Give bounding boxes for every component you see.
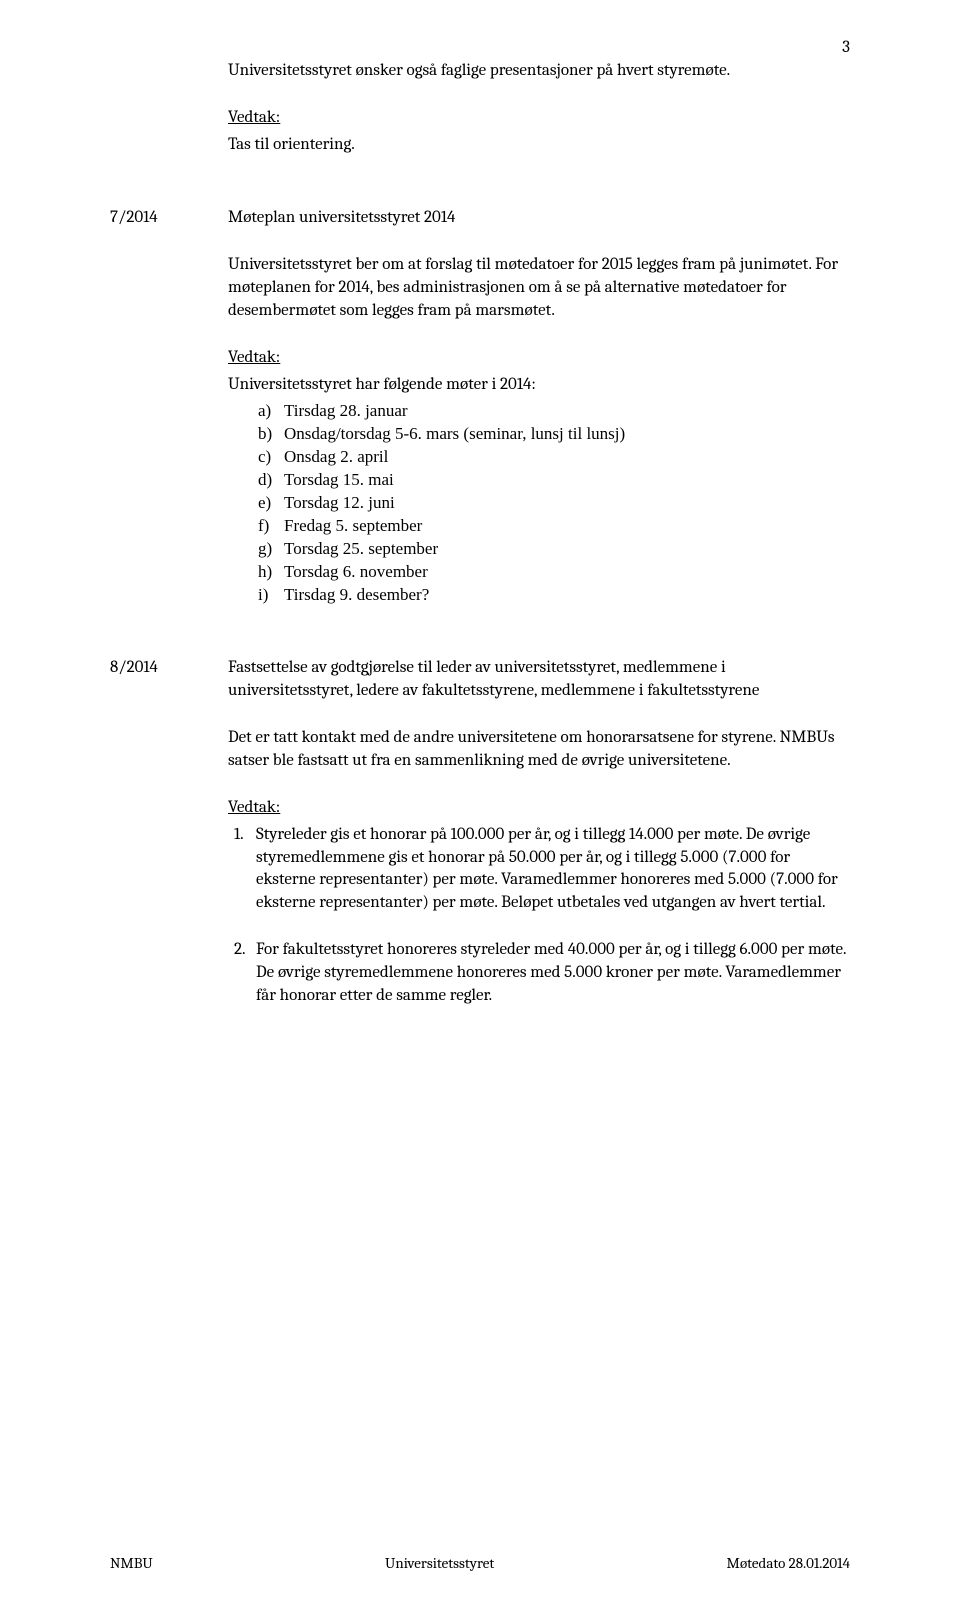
list-text: Tirsdag 9. desember? [284,585,429,604]
list-text: For fakultetsstyret honoreres styreleder… [256,940,846,1005]
page-footer: NMBU Universitetsstyret Møtedato 28.01.2… [110,1554,850,1572]
list-marker: g) [258,538,272,561]
list-marker: d) [258,469,272,492]
list-item: c) Onsdag 2. april [258,446,850,469]
section-title: Fastsettelse av godtgjørelse til leder a… [228,657,850,703]
list-item: a) Tirsdag 28. januar [258,400,850,423]
vedtak-intro: Universitetsstyret har følgende møter i … [228,374,850,397]
list-text: Onsdag 2. april [284,447,388,466]
list-item: f) Fredag 5. september [258,515,850,538]
alpha-list: a) Tirsdag 28. januar b) Onsdag/torsdag 5-… [258,400,850,606]
footer-right: Møtedato 28.01.2014 [727,1554,850,1572]
list-text: Onsdag/torsdag 5-6. mars (seminar, lunsj… [284,424,625,443]
list-item: b) Onsdag/torsdag 5-6. mars (seminar, lun… [258,423,850,446]
section-ref: 8/2014 [110,657,228,1032]
section-block: 7/2014 Møteplan universitetsstyret 2014 … [110,207,850,631]
footer-left: NMBU [110,1554,153,1572]
list-item: h) Torsdag 6. november [258,561,850,584]
document-page: 3 Universitetsstyret ønsker også faglige… [0,0,960,1622]
section-body: Universitetsstyret ønsker også faglige p… [228,60,850,181]
list-marker: a) [258,400,271,423]
list-marker: i) [258,584,268,607]
vedtak-text: Tas til orientering. [228,134,850,157]
section-block: 8/2014 Fastsettelse av godtgjørelse til … [110,657,850,1032]
list-marker: h) [258,561,272,584]
list-text: Torsdag 6. november [284,562,428,581]
list-item: 1. Styreleder gis et honorar på 100.000 p… [234,824,850,916]
list-text: Torsdag 12. juni [284,493,395,512]
list-item: g) Torsdag 25. september [258,538,850,561]
list-marker: 2. [234,939,246,962]
section-ref: 7/2014 [110,207,228,631]
list-item: e) Torsdag 12. juni [258,492,850,515]
list-text: Fredag 5. september [284,516,422,535]
footer-center: Universitetsstyret [385,1554,494,1572]
vedtak-label: Vedtak: [228,348,280,367]
list-marker: b) [258,423,272,446]
section-ref [110,60,228,181]
list-item: i) Tirsdag 9. desember? [258,584,850,607]
numbered-list: 1. Styreleder gis et honorar på 100.000 p… [234,824,850,1009]
list-text: Tirsdag 28. januar [284,401,408,420]
list-marker: 1. [234,824,244,847]
list-item: 2. For fakultetsstyret honoreres styreled… [234,939,850,1008]
list-text: Styreleder gis et honorar på 100.000 per… [256,825,838,913]
list-item: d) Torsdag 15. mai [258,469,850,492]
vedtak-label: Vedtak: [228,108,280,127]
section-body: Fastsettelse av godtgjørelse til leder a… [228,657,850,1032]
vedtak-label: Vedtak: [228,798,280,817]
list-marker: c) [258,446,271,469]
list-marker: f) [258,515,269,538]
paragraph: Universitetsstyret ønsker også faglige p… [228,60,850,83]
section-body: Møteplan universitetsstyret 2014 Univers… [228,207,850,631]
paragraph: Det er tatt kontakt med de andre univers… [228,727,850,773]
page-number: 3 [842,38,850,57]
section-block: Universitetsstyret ønsker også faglige p… [110,60,850,181]
paragraph: Universitetsstyret ber om at forslag til… [228,254,850,323]
section-title: Møteplan universitetsstyret 2014 [228,207,850,230]
list-marker: e) [258,492,271,515]
list-text: Torsdag 25. september [284,539,438,558]
list-text: Torsdag 15. mai [284,470,394,489]
